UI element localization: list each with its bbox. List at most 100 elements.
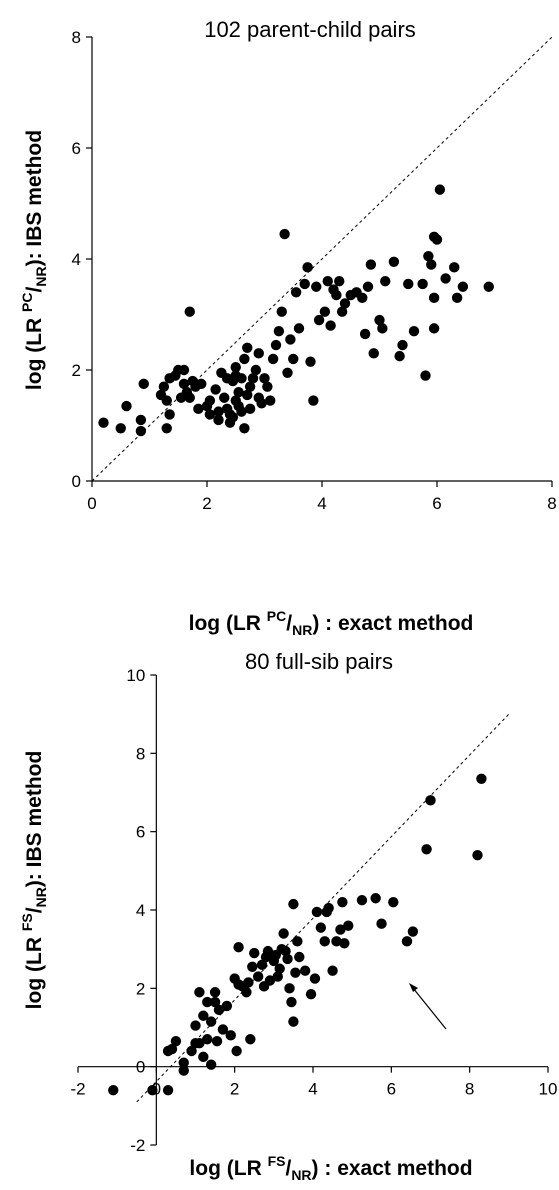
- data-point: [135, 414, 147, 426]
- data-point: [293, 323, 305, 334]
- chart-title: 102 parent-child pairs: [204, 17, 416, 42]
- data-point: [322, 276, 333, 287]
- data-point: [279, 228, 290, 240]
- data-point: [273, 325, 285, 337]
- data-point: [426, 259, 437, 270]
- data-point: [178, 1057, 189, 1068]
- data-point: [147, 1084, 158, 1096]
- x-axis-title: log (LR FS/NR) : exact method: [189, 1153, 472, 1183]
- x-tick-label: 6: [387, 1080, 396, 1099]
- data-point: [262, 381, 273, 392]
- data-point: [247, 373, 259, 384]
- data-point: [236, 373, 247, 384]
- data-point: [244, 381, 256, 392]
- data-point: [288, 1016, 299, 1027]
- data-point: [309, 973, 321, 984]
- data-point: [280, 945, 291, 957]
- data-point: [388, 896, 399, 908]
- data-point: [294, 951, 305, 963]
- data-point: [339, 298, 351, 309]
- x-ticks: -2 0 2 4 6 8 10: [70, 1066, 557, 1099]
- data-point: [290, 287, 302, 298]
- data-point: [227, 411, 239, 423]
- x-tick-label: 2: [230, 1080, 239, 1099]
- x-tick-label: 8: [465, 1080, 474, 1099]
- data-point: [308, 395, 319, 406]
- data-point: [202, 1034, 213, 1045]
- data-point: [288, 898, 299, 910]
- y-ticks: -2 0 2 4 6 8 10: [126, 666, 157, 1155]
- data-point: [264, 975, 276, 986]
- data-point: [285, 334, 296, 345]
- data-point: [193, 403, 204, 415]
- data-point: [356, 895, 368, 906]
- data-point: [162, 1084, 174, 1096]
- data-point: [449, 262, 460, 273]
- data-point: [209, 987, 221, 998]
- data-point: [115, 423, 126, 434]
- y-tick-label: 4: [136, 901, 145, 920]
- x-tick-label: 0: [87, 494, 96, 513]
- data-point: [323, 902, 334, 914]
- data-point: [337, 896, 348, 908]
- reference-line: [136, 713, 510, 1103]
- data-point: [178, 364, 190, 376]
- data-point: [282, 367, 293, 378]
- data-point: [276, 306, 287, 317]
- data-point: [239, 353, 250, 365]
- data-point: [166, 1043, 178, 1055]
- chart-full-sib: 80 full-sib pairs -2 0 2 4 6 8 10 -2 0 2 4 6 8 10 lo…: [19, 649, 557, 1183]
- data-point: [374, 314, 385, 326]
- data-point: [299, 965, 311, 976]
- data-point: [428, 231, 440, 242]
- data-points: [98, 184, 494, 437]
- data-point: [242, 389, 253, 401]
- data-point: [272, 971, 283, 982]
- y-tick-label: 6: [136, 823, 145, 842]
- data-point: [259, 373, 270, 384]
- data-point: [428, 292, 440, 304]
- data-point: [425, 795, 436, 806]
- data-point: [242, 342, 253, 353]
- data-point: [284, 983, 295, 994]
- data-point: [365, 259, 377, 270]
- data-point: [380, 276, 391, 287]
- data-point: [196, 378, 207, 390]
- data-point: [121, 400, 132, 412]
- data-point: [428, 323, 440, 334]
- data-point: [434, 184, 446, 195]
- data-point: [299, 278, 310, 290]
- data-point: [288, 353, 299, 365]
- data-point: [219, 392, 230, 403]
- data-point: [262, 945, 274, 957]
- data-point: [161, 395, 172, 406]
- data-point: [451, 292, 463, 304]
- data-point: [388, 256, 400, 267]
- data-point: [178, 378, 190, 390]
- data-point: [368, 348, 379, 359]
- data-point: [202, 996, 213, 1008]
- data-point: [331, 289, 342, 301]
- data-point: [194, 987, 205, 998]
- data-point: [274, 963, 285, 974]
- data-point: [230, 362, 241, 373]
- data-point: [209, 996, 221, 1008]
- data-point: [311, 906, 323, 918]
- data-point: [233, 387, 244, 398]
- data-point: [311, 281, 322, 292]
- data-point: [256, 398, 267, 409]
- data-point: [377, 323, 388, 334]
- data-point: [178, 1065, 189, 1076]
- y-tick-label: 8: [136, 744, 145, 763]
- data-point: [158, 381, 170, 392]
- data-point: [205, 1016, 217, 1027]
- data-point: [252, 971, 264, 982]
- data-point: [313, 314, 325, 326]
- data-point: [376, 918, 387, 929]
- data-point: [397, 339, 408, 351]
- data-point: [267, 353, 279, 365]
- data-point: [243, 977, 254, 988]
- data-point: [239, 423, 250, 434]
- data-point: [236, 406, 247, 417]
- data-point: [359, 328, 371, 340]
